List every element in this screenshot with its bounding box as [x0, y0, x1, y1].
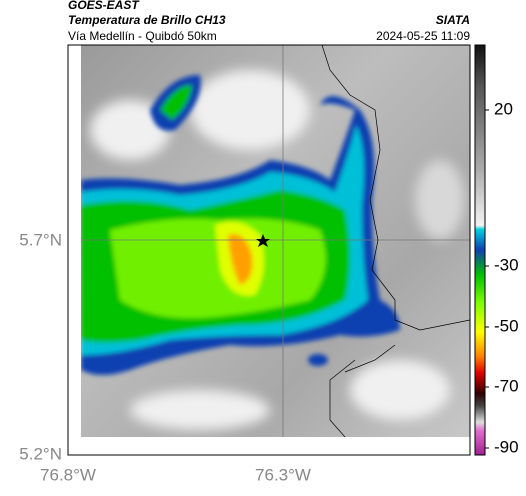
title: Temperatura de Brillo CH13: [68, 13, 226, 27]
colorbar-tick-label: -50: [494, 316, 519, 335]
subtitle: Vía Medellín - Quibdó 50km: [68, 29, 217, 43]
colorbar: [474, 44, 486, 456]
satellite-image: [81, 45, 470, 437]
timestamp: 2024-05-25 11:09: [376, 29, 470, 43]
lon-label: 76.3°W: [255, 465, 311, 484]
lon-label: 76.8°W: [40, 465, 96, 484]
map-frame: [67, 44, 471, 456]
colorbar-tick-label: 20: [494, 99, 513, 118]
lat-label: 5.2°N: [19, 444, 62, 463]
colorbar-tick-label: -30: [494, 255, 519, 274]
colorbar-tick-label: -90: [494, 437, 519, 456]
lat-label: 5.7°N: [19, 230, 62, 249]
colorbar-tick-label: -70: [494, 376, 519, 395]
source: GOES-EAST: [68, 0, 140, 12]
agency: SIATA: [436, 13, 470, 27]
colorbar-ticks: 20 -30 -50 -70 -90: [485, 99, 519, 456]
